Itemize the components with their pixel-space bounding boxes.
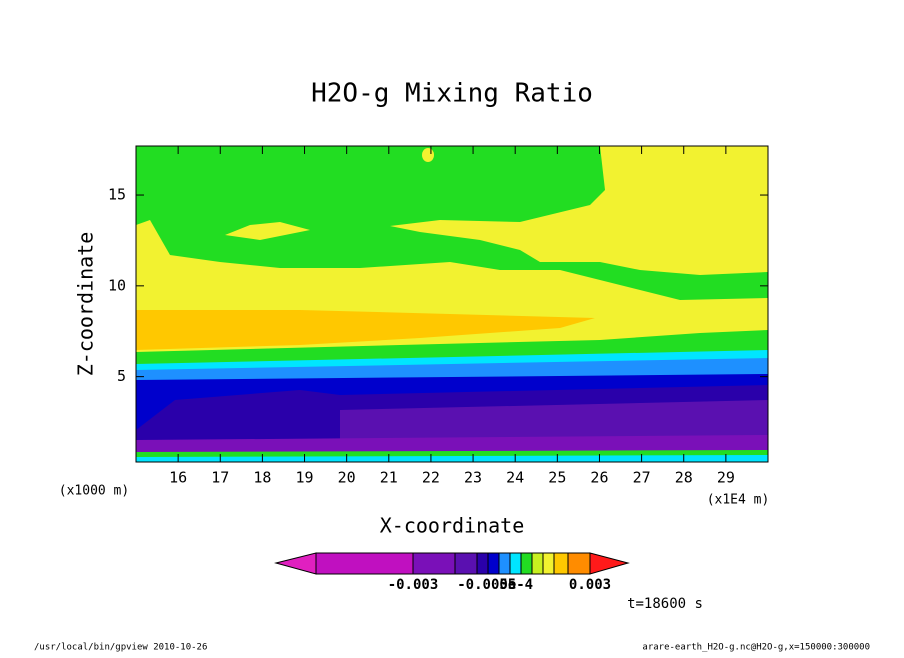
x-tick-label: 19 bbox=[296, 469, 314, 487]
y-axis-label: Z-coordinate bbox=[74, 232, 98, 377]
x-tick-label: 17 bbox=[211, 469, 229, 487]
y-tick-label: 15 bbox=[108, 186, 126, 204]
x-tick-label: 29 bbox=[717, 469, 735, 487]
y-tick-label: 5 bbox=[117, 367, 126, 385]
x-tick-label: 22 bbox=[422, 469, 440, 487]
chart-title: H2O-g Mixing Ratio bbox=[311, 79, 593, 109]
colorbar bbox=[274, 552, 630, 575]
footer-right: arare-earth_H2O-g.nc@H2O-g,x=150000:3000… bbox=[642, 643, 870, 653]
colorbar-label: -0.003 bbox=[388, 577, 439, 593]
x-tick-label: 26 bbox=[590, 469, 608, 487]
x-tick-label: 18 bbox=[253, 469, 271, 487]
footer-left: /usr/local/bin/gpview 2010-10-26 bbox=[34, 643, 207, 653]
x-tick-label: 24 bbox=[506, 469, 524, 487]
x-tick-label: 25 bbox=[548, 469, 566, 487]
x-tick-label: 16 bbox=[169, 469, 187, 487]
y-unit: (x1000 m) bbox=[59, 484, 129, 499]
x-axis-label: X-coordinate bbox=[380, 514, 525, 538]
y-tick-label: 10 bbox=[108, 276, 126, 294]
x-tick-label: 28 bbox=[675, 469, 693, 487]
colorbar-label: 0.003 bbox=[569, 577, 611, 593]
x-tick-label: 27 bbox=[633, 469, 651, 487]
x-unit: (x1E4 m) bbox=[707, 493, 770, 508]
contour-field bbox=[136, 146, 768, 462]
plot-frame bbox=[135, 145, 769, 463]
time-label: t=18600 s bbox=[627, 596, 703, 612]
colorbar-label: 5e-4 bbox=[499, 577, 533, 593]
x-tick-label: 20 bbox=[338, 469, 356, 487]
colorbar-label: -0.0005 bbox=[457, 577, 516, 593]
x-tick-label: 23 bbox=[464, 469, 482, 487]
x-tick-label: 21 bbox=[380, 469, 398, 487]
